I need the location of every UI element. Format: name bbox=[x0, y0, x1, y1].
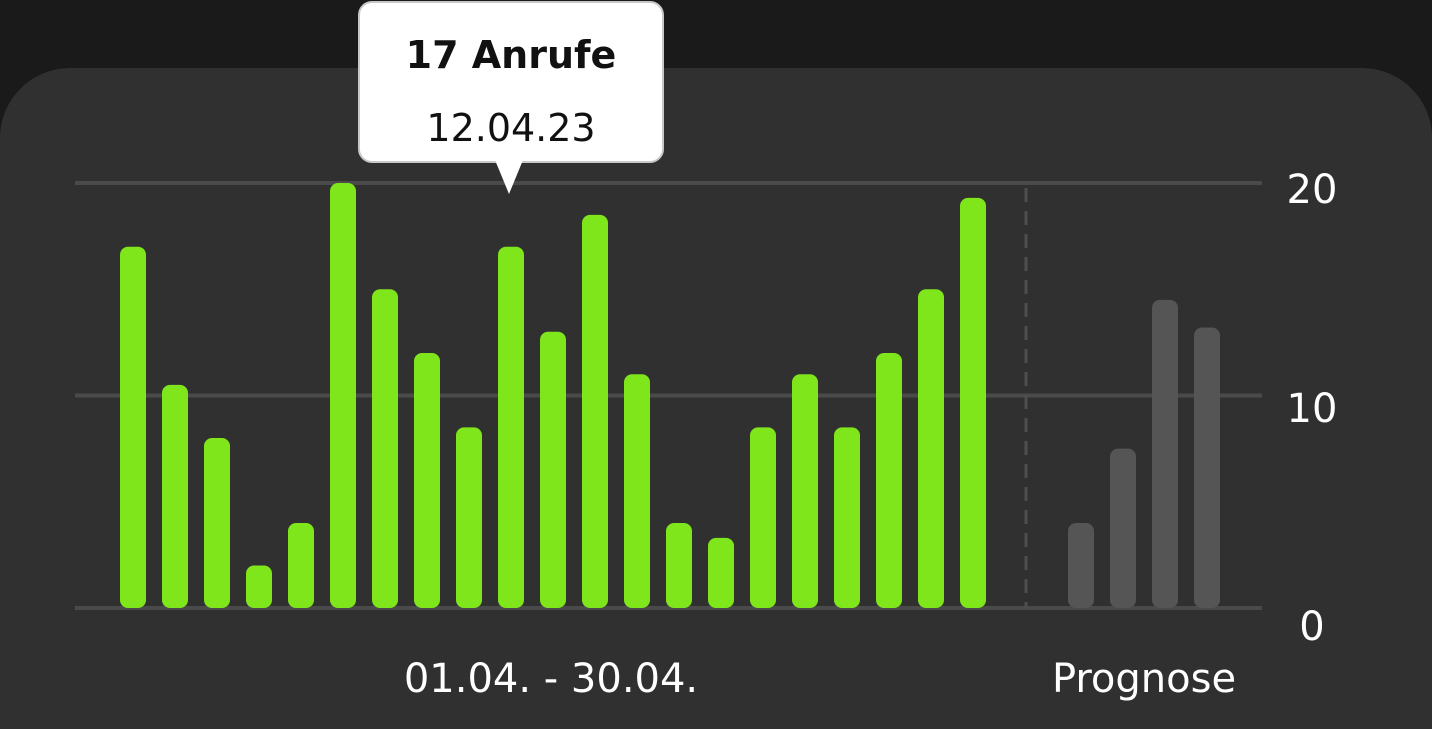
tooltip: 17 Anrufe 12.04.23 bbox=[358, 1, 664, 163]
chart-card bbox=[0, 68, 1432, 729]
tooltip-value: 17 Anrufe bbox=[405, 33, 617, 77]
actual-bar-2[interactable] bbox=[162, 384, 188, 608]
y-tick-0: 0 bbox=[1299, 604, 1324, 650]
forecast-bar-4[interactable] bbox=[1194, 327, 1220, 609]
actual-bar-18[interactable] bbox=[834, 427, 860, 608]
actual-bar-6[interactable] bbox=[330, 183, 356, 608]
actual-bar-11[interactable] bbox=[540, 331, 566, 608]
actual-bar-7[interactable] bbox=[372, 289, 398, 608]
actual-bar-13[interactable] bbox=[624, 374, 650, 608]
actual-bar-5[interactable] bbox=[288, 523, 314, 608]
actual-bar-12[interactable] bbox=[582, 214, 608, 608]
x-axis-label: 01.04. - 30.04. bbox=[404, 656, 698, 702]
actual-bar-15[interactable] bbox=[708, 537, 734, 608]
bars bbox=[120, 183, 1220, 608]
forecast-label: Prognose bbox=[1052, 656, 1236, 702]
actual-bar-17[interactable] bbox=[792, 374, 818, 608]
actual-bar-3[interactable] bbox=[204, 438, 230, 608]
actual-bar-8[interactable] bbox=[414, 353, 440, 608]
actual-bar-21[interactable] bbox=[960, 197, 986, 608]
y-tick-20: 20 bbox=[1287, 167, 1338, 213]
actual-bar-4[interactable] bbox=[246, 565, 272, 609]
actual-bar-10[interactable] bbox=[498, 246, 524, 608]
actual-bar-19[interactable] bbox=[876, 353, 902, 608]
gridlines bbox=[75, 181, 1262, 610]
actual-bar-9[interactable] bbox=[456, 427, 482, 608]
forecast-bar-2[interactable] bbox=[1110, 448, 1136, 608]
tooltip-date: 12.04.23 bbox=[426, 106, 596, 150]
actual-bar-16[interactable] bbox=[750, 427, 776, 608]
forecast-bar-1[interactable] bbox=[1068, 523, 1094, 608]
actual-bar-14[interactable] bbox=[666, 523, 692, 608]
tooltip-pointer bbox=[495, 160, 523, 194]
y-tick-10: 10 bbox=[1287, 386, 1338, 432]
actual-bar-1[interactable] bbox=[120, 246, 146, 608]
actual-bar-20[interactable] bbox=[918, 289, 944, 608]
forecast-bar-3[interactable] bbox=[1152, 299, 1178, 608]
